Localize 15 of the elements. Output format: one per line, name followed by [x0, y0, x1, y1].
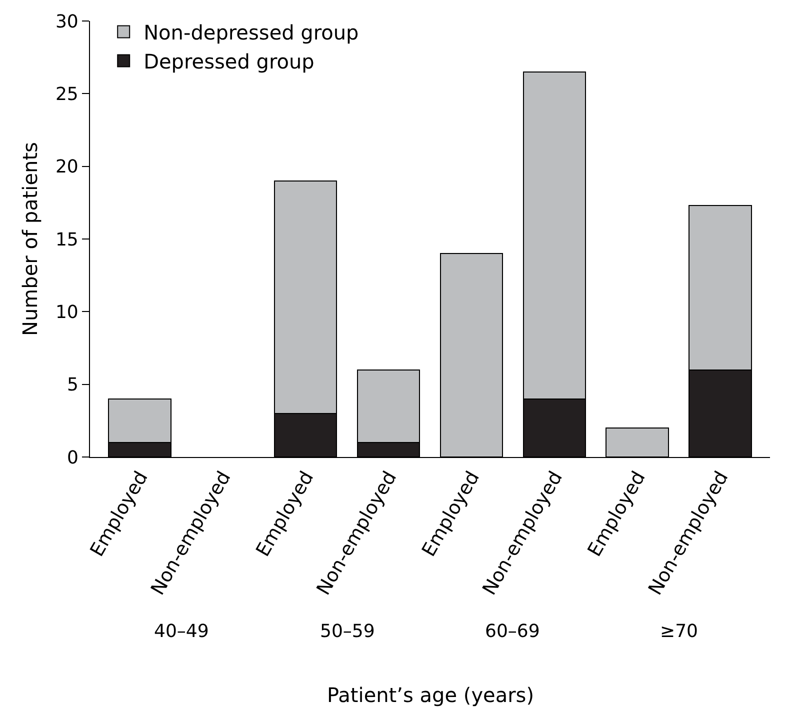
text: 50–59 — [320, 621, 375, 642]
y-tick-label: 30 — [55, 11, 78, 32]
text: ≥70 — [660, 621, 698, 642]
text: 60–69 — [485, 621, 540, 642]
y-tick-label: 15 — [55, 229, 78, 250]
y-tick-label: 5 — [66, 374, 78, 396]
x-axis-title: Patient’s age (years) — [327, 683, 534, 707]
y-tick-label: 25 — [55, 84, 78, 105]
y-axis-title: Number of patients — [18, 142, 42, 336]
legend-label: Depressed group — [144, 50, 314, 74]
y-tick-label: 20 — [55, 156, 78, 178]
y-tick-label: 0 — [66, 447, 78, 468]
text: 40–49 — [154, 621, 209, 642]
y-tick-label: 10 — [55, 302, 78, 323]
legend-label: Non-depressed group — [144, 20, 359, 45]
